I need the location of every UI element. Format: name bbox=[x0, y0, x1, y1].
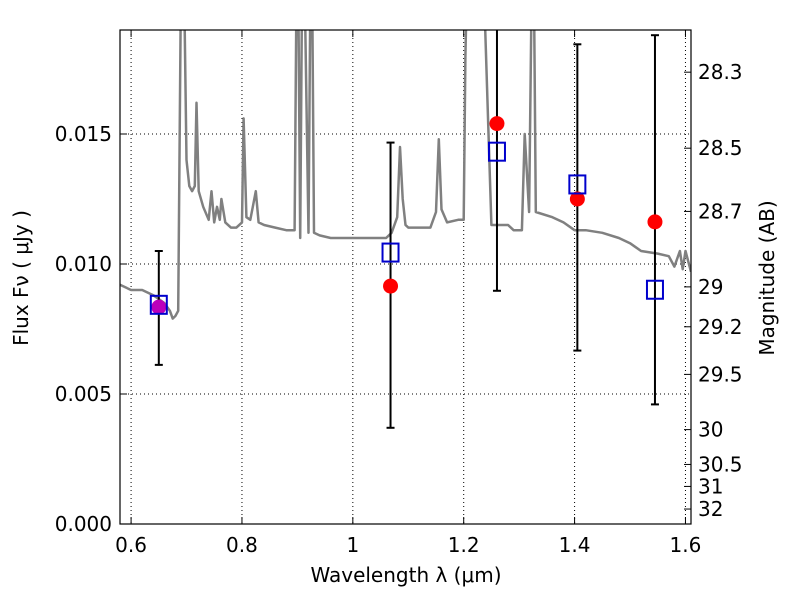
y-tick-label: 0.015 bbox=[55, 122, 112, 146]
error-bars bbox=[154, 30, 659, 429]
x-axis-title: Wavelength λ (μm) bbox=[310, 563, 501, 587]
mag-tick-label: 31 bbox=[698, 474, 723, 498]
tick-labels: 0.6 0.8 1 1.2 1.4 1.6 0.000 0.005 0.010 0.015 28.3… bbox=[55, 60, 743, 557]
mag-tick-label: 29.5 bbox=[698, 362, 743, 386]
mag-tick-label: 30.5 bbox=[698, 452, 743, 476]
model-point bbox=[487, 141, 506, 162]
mag-tick-label: 28.3 bbox=[698, 60, 743, 84]
model-point bbox=[149, 294, 168, 315]
x-tick-label: 0.6 bbox=[115, 533, 147, 557]
model-point bbox=[645, 279, 664, 300]
observed-points bbox=[151, 116, 663, 315]
y-tick-label: 0.000 bbox=[55, 512, 112, 536]
mag-tick-label: 28.5 bbox=[698, 136, 743, 160]
mag-tick-label: 29 bbox=[698, 275, 723, 299]
x-tick-label: 1.6 bbox=[670, 533, 702, 557]
mag-tick-label: 32 bbox=[698, 497, 723, 521]
x-tick-label: 0.8 bbox=[226, 533, 258, 557]
observed-point bbox=[647, 214, 663, 230]
mag-tick-label: 29.2 bbox=[698, 315, 743, 339]
observed-point bbox=[383, 278, 399, 294]
y-tick-label: 0.010 bbox=[55, 252, 112, 276]
plot-frame bbox=[119, 29, 692, 525]
plot-border bbox=[119, 29, 692, 525]
x-tick-label: 1 bbox=[346, 533, 359, 557]
observed-point bbox=[489, 116, 505, 132]
model-point bbox=[381, 242, 400, 263]
x-tick-label: 1.2 bbox=[448, 533, 480, 557]
model-photometry-points bbox=[149, 141, 664, 315]
mag-tick-label: 28.7 bbox=[698, 199, 743, 223]
observed-point bbox=[151, 299, 167, 315]
x-tick-label: 1.4 bbox=[559, 533, 591, 557]
tick-marks bbox=[120, 30, 691, 525]
model-spectrum-line bbox=[120, 30, 691, 320]
model-point bbox=[568, 174, 587, 195]
observed-point bbox=[569, 191, 585, 207]
grid-lines bbox=[120, 30, 691, 524]
y-axis-title: Flux Fν ( μJy ) bbox=[9, 210, 33, 346]
right-axis-title: Magnitude (AB) bbox=[755, 200, 779, 355]
model-spectrum-path bbox=[120, 30, 691, 320]
mag-tick-label: 30 bbox=[698, 418, 723, 442]
y-tick-label: 0.005 bbox=[55, 382, 112, 406]
